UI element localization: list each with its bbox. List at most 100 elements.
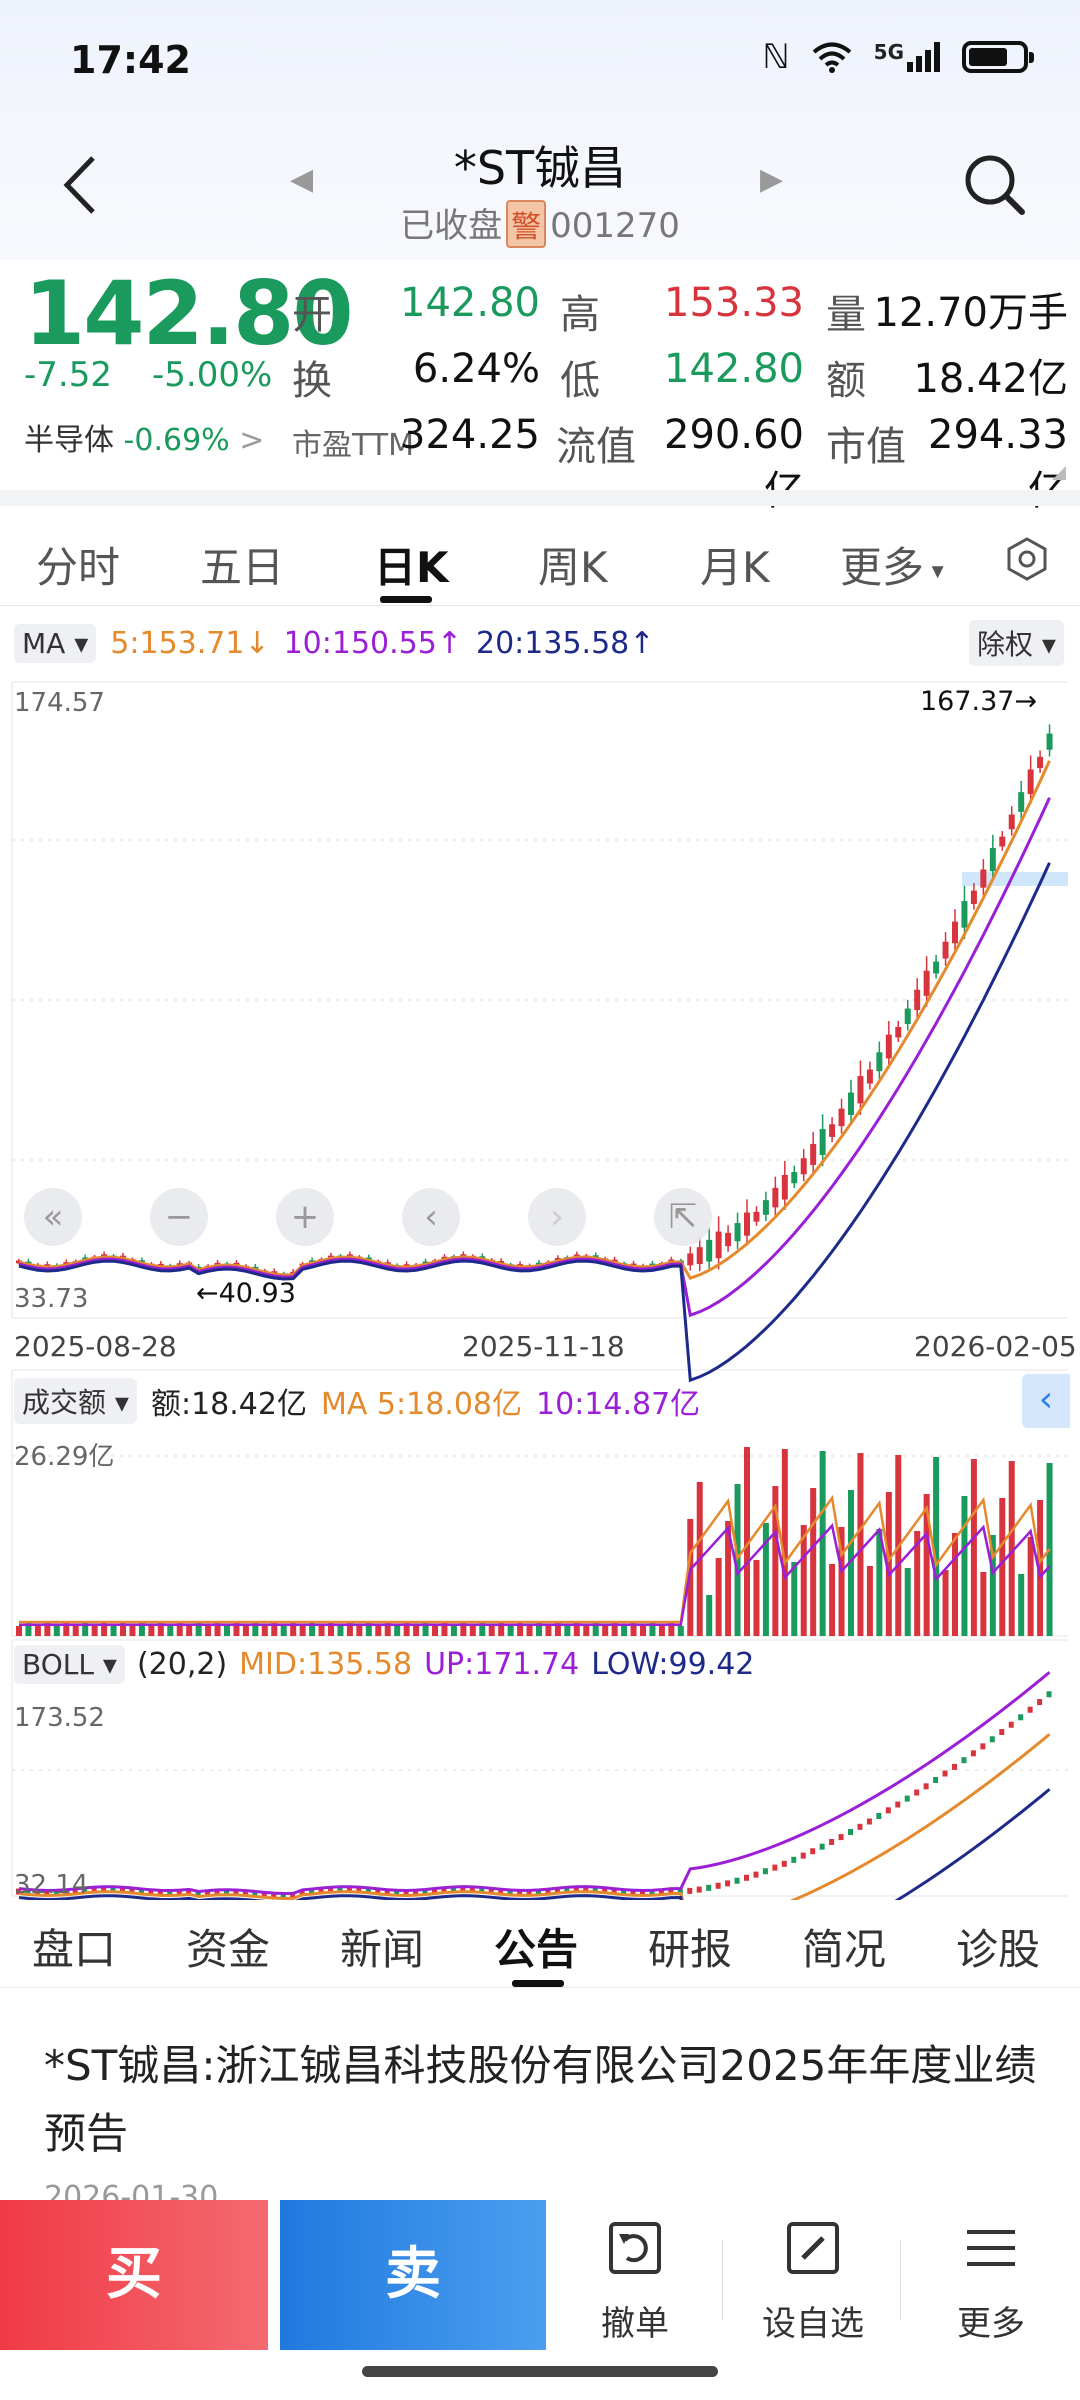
candle-body [715, 1231, 722, 1259]
boll-candle [101, 1886, 107, 1893]
boll-candle [432, 1888, 437, 1895]
back-button[interactable] [55, 150, 115, 220]
buy-button[interactable]: 买 [0, 2200, 268, 2350]
sell-button[interactable]: 卖 [280, 2200, 546, 2350]
boll-candle [394, 1890, 400, 1897]
collapse-panel-button[interactable]: ‹ [1022, 1374, 1070, 1428]
divider [900, 2240, 901, 2320]
volume-bar [63, 1621, 70, 1636]
step-back-button[interactable]: ‹ [402, 1188, 460, 1246]
volume-bar [233, 1621, 240, 1636]
kline-charts[interactable] [0, 0, 1080, 1900]
menu-icon [906, 2218, 1076, 2288]
volume-bar [772, 1486, 779, 1636]
boll-candle [72, 1888, 78, 1895]
boll-candle [34, 1890, 40, 1897]
rewind-button[interactable]: « [24, 1188, 82, 1246]
tab-order-book[interactable]: 盘口 [32, 1925, 117, 1974]
zoom-out-button[interactable]: − [150, 1188, 208, 1246]
announcement-title[interactable]: *ST铖昌:浙江铖昌科技股份有限公司2025年年度业绩预告 [44, 2041, 1037, 2158]
home-indicator[interactable] [362, 2366, 718, 2377]
kline-y-top: 174.57 [14, 688, 105, 718]
volume-bar [923, 1494, 930, 1636]
chart-settings-button[interactable] [1004, 536, 1050, 593]
boll-candle [479, 1887, 485, 1894]
volume-bar [848, 1490, 854, 1636]
candle-body [1037, 756, 1044, 769]
tab-capital[interactable]: 资金 [186, 1925, 271, 1974]
volume-selector[interactable]: 成交额 ▾ [14, 1378, 137, 1424]
boll-candle [819, 1843, 825, 1850]
volume-bar [72, 1626, 79, 1636]
boll-candle [91, 1887, 97, 1894]
prev-stock-button[interactable]: ◀ [290, 162, 314, 197]
volume-bar [602, 1626, 609, 1636]
tab-research[interactable]: 研报 [648, 1925, 733, 1974]
fullscreen-button[interactable]: ⇱ [654, 1188, 712, 1246]
volume-bar [753, 1560, 760, 1636]
boll-candle [25, 1889, 31, 1896]
boll-candle [328, 1887, 333, 1894]
expand-corner-icon[interactable] [1052, 466, 1066, 480]
search-button[interactable] [960, 150, 1030, 220]
candle-body [914, 989, 921, 1011]
tab-weekly-k[interactable]: 周K [538, 543, 608, 592]
boll-candle [980, 1743, 986, 1750]
zoom-in-button[interactable]: + [276, 1188, 334, 1246]
volume-bar [800, 1525, 807, 1636]
boll-candle [138, 1888, 144, 1895]
kline-y-bottom: 33.73 [14, 1284, 89, 1314]
volume-bar [573, 1621, 580, 1636]
adjust-selector[interactable]: 除权 ▾ [969, 620, 1064, 666]
boll-candle [914, 1789, 920, 1796]
tab-more[interactable]: 更多 ▾ [840, 534, 944, 595]
boll-low-line [18, 1788, 1051, 1900]
caret-down-icon: ▾ [924, 556, 944, 585]
next-stock-button[interactable]: ▶ [760, 162, 784, 197]
boll-candle [498, 1889, 504, 1896]
volume-bar [536, 1621, 542, 1636]
boll-candle [583, 1886, 589, 1893]
tab-diagnosis[interactable]: 诊股 [956, 1925, 1041, 1974]
candle-body [1008, 814, 1015, 830]
date-start: 2025-08-28 [14, 1330, 177, 1363]
boll-legend: BOLL ▾ (20,2) MID:135.58 UP:171.74 LOW:9… [14, 1645, 754, 1684]
volume-bar [375, 1626, 382, 1636]
more-button[interactable]: 更多 [906, 2218, 1076, 2345]
indicator-selector[interactable]: MA ▾ [14, 623, 97, 663]
boll-y-bottom: 32.14 [14, 1870, 89, 1900]
volume-bar [441, 1621, 448, 1636]
boll-candle [866, 1818, 872, 1825]
boll-candle [621, 1889, 627, 1896]
boll-candle [677, 1888, 683, 1895]
low-marker: ←40.93 [196, 1278, 296, 1309]
tab-announcements[interactable]: 公告 [494, 1925, 579, 1974]
boll-up: UP:171.74 [424, 1647, 580, 1682]
sector-link[interactable]: 半导体 -0.69% > [24, 415, 264, 459]
add-watchlist-button[interactable]: 设自选 [728, 2218, 898, 2345]
volume-bar [791, 1562, 798, 1636]
boll-candle [791, 1856, 797, 1863]
tab-profile[interactable]: 简况 [802, 1925, 887, 1974]
boll-candle [923, 1783, 929, 1790]
volume-bar [829, 1564, 836, 1636]
boll-candle [876, 1812, 882, 1819]
tab-five-day[interactable]: 五日 [200, 543, 285, 592]
cancel-order-button[interactable]: 撤单 [550, 2218, 720, 2345]
candle-body [819, 1129, 826, 1156]
volume-bar [904, 1568, 911, 1636]
tab-news[interactable]: 新闻 [340, 1925, 425, 1974]
boll-candle [205, 1890, 211, 1897]
tab-intraday[interactable]: 分时 [36, 543, 121, 592]
boll-candle [375, 1888, 381, 1895]
boll-selector[interactable]: BOLL ▾ [14, 1645, 125, 1684]
tab-daily-k[interactable]: 日K [374, 543, 449, 592]
tab-monthly-k[interactable]: 月K [700, 543, 770, 592]
volume-bar [450, 1626, 457, 1636]
volume-bar [819, 1451, 826, 1636]
step-forward-button[interactable]: › [528, 1188, 586, 1246]
candle-body [857, 1076, 864, 1104]
boll-y-top: 173.52 [14, 1703, 105, 1733]
volume-bar [384, 1621, 391, 1636]
boll-candle [554, 1888, 560, 1895]
